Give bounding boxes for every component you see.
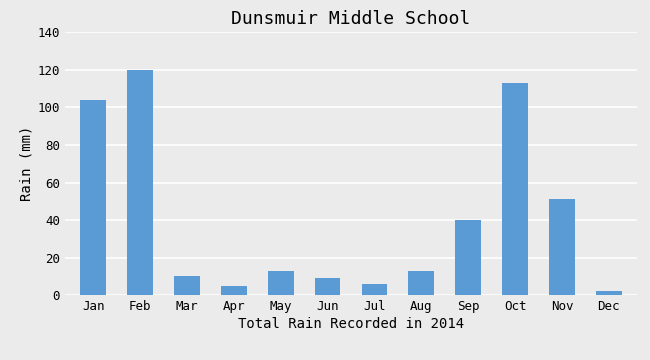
Bar (596, 292, 622, 295)
Bar (408, 271, 434, 295)
X-axis label: Total Rain Recorded in 2014: Total Rain Recorded in 2014 (238, 317, 464, 331)
Bar (455, 220, 481, 295)
Bar (549, 199, 575, 295)
Bar (315, 278, 341, 295)
Bar (361, 284, 387, 295)
Bar (174, 276, 200, 295)
Bar (221, 286, 247, 295)
Bar (127, 70, 153, 295)
Bar (502, 83, 528, 295)
Y-axis label: Rain (mm): Rain (mm) (20, 126, 33, 202)
Title: Dunsmuir Middle School: Dunsmuir Middle School (231, 10, 471, 28)
Bar (268, 271, 294, 295)
Bar (80, 100, 106, 295)
